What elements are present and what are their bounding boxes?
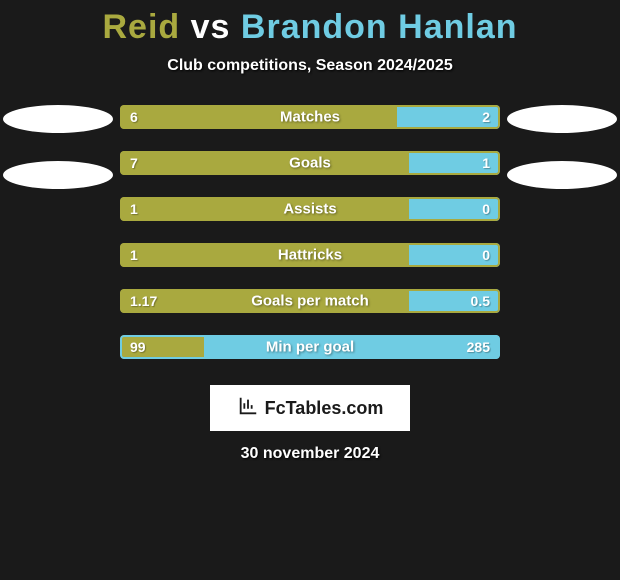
left-value: 7 (120, 151, 409, 175)
right-value: 1 (409, 151, 500, 175)
bars-container: 62Matches71Goals10Assists10Hattricks1.17… (120, 105, 500, 359)
stat-label: Hattricks (278, 247, 342, 264)
source-badge: FcTables.com (210, 385, 410, 431)
player-right-name: Brandon Hanlan (241, 8, 518, 46)
vs-text: vs (191, 8, 231, 46)
stat-label: Min per goal (266, 339, 354, 356)
stat-row: 1.170.5Goals per match (120, 289, 500, 313)
comparison-title: Reid vs Brandon Hanlan (0, 0, 620, 47)
stat-label: Matches (280, 109, 340, 126)
stat-label: Assists (283, 201, 336, 218)
left-badge-column (0, 105, 118, 189)
stat-row: 10 Assists (120, 197, 500, 221)
stat-row: 71 Goals (120, 151, 500, 175)
chart-icon (237, 395, 259, 422)
right-value: 0 (409, 243, 500, 267)
right-value: 0 (409, 197, 500, 221)
right-value: 0.5 (409, 289, 500, 313)
stat-row: 99285Min per goal (120, 335, 500, 359)
left-value: 6 (120, 105, 397, 129)
placeholder-oval (3, 105, 113, 133)
left-value: 99 (120, 335, 204, 359)
player-left-name: Reid (103, 8, 181, 46)
stat-label: Goals (289, 155, 331, 172)
date-text: 30 november 2024 (0, 445, 620, 463)
stat-row: 10 Hattricks (120, 243, 500, 267)
source-text: FcTables.com (265, 398, 384, 419)
right-badge-column (502, 105, 620, 189)
subtitle: Club competitions, Season 2024/2025 (0, 57, 620, 75)
placeholder-oval (3, 161, 113, 189)
stat-row: 62 Matches (120, 105, 500, 129)
placeholder-oval (507, 161, 617, 189)
left-value: 1 (120, 243, 409, 267)
left-value: 1 (120, 197, 409, 221)
stat-label: Goals per match (251, 293, 369, 310)
comparison-chart: 62Matches71Goals10Assists10Hattricks1.17… (0, 105, 620, 359)
placeholder-oval (507, 105, 617, 133)
right-value: 2 (397, 105, 500, 129)
